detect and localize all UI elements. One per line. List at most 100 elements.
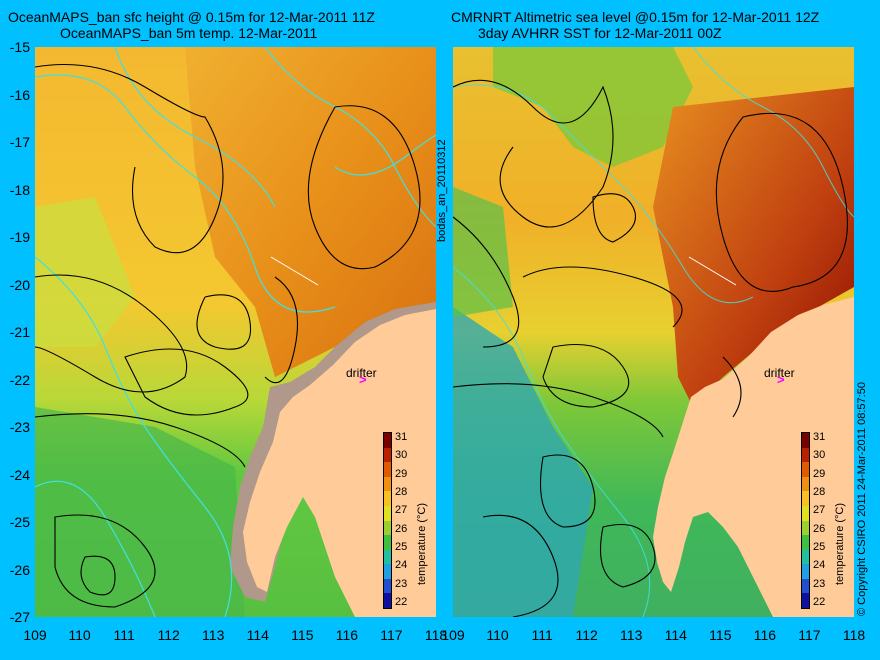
longitude-tick-label: 109: [441, 627, 465, 643]
longitude-tick-label: 110: [486, 627, 509, 643]
colorbar-segment: [384, 578, 391, 594]
latitude-tick-label: -15: [9, 39, 30, 55]
copyright-label: © Copyright CSIRO 2011 24-Mar-2011 08:57…: [856, 382, 868, 616]
longitude-tick-label: 117: [798, 627, 821, 643]
longitude-tick-label: 117: [380, 627, 403, 643]
left-section-line: [270, 256, 319, 286]
latitude-tick-label: -24: [9, 466, 30, 483]
colorbar-tick-label: 30: [395, 449, 408, 462]
colorbar-segment: [802, 447, 809, 463]
longitude-tick-label: 116: [335, 627, 359, 643]
latitude-tick-label: -20: [9, 276, 30, 293]
colorbar-segment: [384, 564, 391, 580]
colorbar-segment: [384, 491, 391, 507]
colorbar-segment: [802, 433, 809, 449]
colorbar-tick-label: 22: [395, 596, 408, 608]
right-drifter-label: drifter: [764, 366, 795, 380]
longitude-tick-label: 118: [424, 627, 448, 643]
longitude-tick-label: 112: [157, 627, 180, 643]
colorbar-segment: [802, 549, 809, 565]
longitude-tick-label: 115: [709, 627, 732, 643]
colorbar-tick-label: 29: [813, 467, 826, 480]
longitude-tick-label: 110: [68, 627, 91, 643]
colorbar-tick-label: 28: [813, 486, 826, 498]
left-cool-water: [35, 407, 245, 617]
right-ssh-contours: [453, 79, 848, 617]
colorbar-segment: [802, 476, 809, 492]
colorbar-tick-label: 25: [395, 541, 408, 553]
left-drifter-icon: >: [359, 372, 367, 387]
latitude-tick-label: -16: [9, 86, 30, 103]
right-warm-water: [653, 87, 854, 407]
colorbar-tick-label: 27: [395, 504, 408, 517]
longitude-tick-label: 112: [575, 627, 598, 643]
right-map-svg: [453, 47, 854, 617]
longitude-tick-label: 114: [664, 627, 687, 643]
colorbar-segment: [384, 520, 391, 536]
latitude-tick-label: -19: [9, 229, 30, 245]
colorbar-tick-label: 28: [395, 486, 408, 498]
right-colorbar: 31 30 29 28 27 26 25 24 23 22 temperature (°C): [801, 431, 851, 609]
colorbar-segment: [384, 476, 391, 492]
longitude-tick-label: 111: [113, 627, 135, 643]
colorbar-segment: [802, 564, 809, 580]
longitude-tick-label: 113: [620, 627, 643, 643]
latitude-tick-label: -21: [9, 324, 30, 340]
colorbar-title: temperature (°C): [834, 502, 846, 585]
colorbar-segment: [384, 593, 391, 609]
right-map-panel: [453, 47, 854, 617]
right-bathymetry-contours: [453, 47, 854, 617]
colorbar-segment: [802, 462, 809, 478]
latitude-tick-label: -25: [9, 514, 30, 530]
colorbar-strip: [801, 432, 810, 609]
right-drifter-icon: >: [777, 372, 785, 387]
longitude-tick-label: 118: [842, 627, 866, 643]
left-title-line1: OceanMAPS_ban sfc height @ 0.15m for 12-…: [8, 9, 375, 25]
colorbar-segment: [802, 578, 809, 594]
colorbar-title: temperature (°C): [416, 502, 428, 585]
colorbar-tick-label: 23: [395, 577, 408, 590]
run-id-label: bodas_an_20110312: [436, 139, 448, 242]
right-title-line2: 3day AVHRR SST for 12-Mar-2011 00Z: [478, 25, 722, 41]
right-green-west: [453, 187, 513, 317]
left-ssh-contours: [35, 63, 421, 608]
latitude-tick-label: -18: [9, 181, 30, 198]
colorbar-tick-label: 22: [813, 596, 826, 608]
colorbar-tick-label: 23: [813, 577, 826, 590]
colorbar-segment: [384, 549, 391, 565]
left-map-svg: [35, 47, 436, 617]
colorbar-segment: [802, 505, 809, 521]
left-map-panel: [35, 47, 436, 617]
colorbar-strip: [383, 432, 392, 609]
right-section-line: [688, 256, 737, 286]
latitude-tick-label: -26: [9, 561, 30, 578]
right-title-line1: CMRNRT Altimetric sea level @0.15m for 1…: [451, 9, 820, 25]
colorbar-tick-label: 31: [813, 431, 826, 443]
longitude-tick-label: 115: [291, 627, 314, 643]
colorbar-tick-label: 26: [813, 522, 826, 535]
colorbar-segment: [384, 505, 391, 521]
colorbar-segment: [384, 535, 391, 551]
longitude-tick-label: 114: [246, 627, 269, 643]
colorbar-segment: [384, 462, 391, 478]
longitude-tick-label: 111: [531, 627, 553, 643]
latitude-tick-label: -23: [9, 419, 30, 435]
colorbar-tick-label: 25: [813, 541, 826, 553]
colorbar-segment: [802, 535, 809, 551]
left-colorbar: 31 30 29 28 27 26 25 24 23 22 temperature (°C): [383, 432, 433, 609]
colorbar-segment: [802, 593, 809, 609]
longitude-tick-label: 109: [23, 627, 47, 643]
colorbar-segment: [802, 491, 809, 507]
longitude-tick-label: 113: [202, 627, 225, 643]
colorbar-segment: [384, 447, 391, 463]
left-yellow-band: [35, 197, 135, 347]
colorbar-tick-label: 24: [813, 559, 826, 572]
colorbar-tick-label: 27: [813, 504, 826, 517]
left-title-line2: OceanMAPS_ban 5m temp. 12-Mar-2011: [60, 25, 318, 41]
colorbar-segment: [802, 520, 809, 536]
colorbar-tick-label: 29: [395, 467, 408, 480]
latitude-tick-label: -22: [9, 371, 30, 388]
colorbar-tick-label: 30: [813, 449, 826, 462]
colorbar-tick-label: 26: [395, 522, 408, 535]
longitude-tick-label: 116: [753, 627, 777, 643]
